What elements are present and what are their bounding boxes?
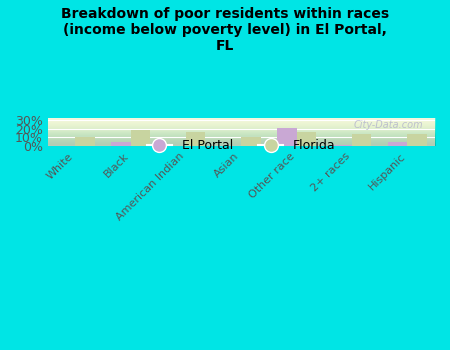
Bar <box>277 128 297 146</box>
Bar <box>76 138 95 146</box>
Bar <box>297 132 316 146</box>
Bar <box>333 145 352 146</box>
Text: Breakdown of poor residents within races
(income below poverty level) in El Port: Breakdown of poor residents within races… <box>61 7 389 54</box>
Bar <box>407 134 427 146</box>
Bar <box>241 138 261 146</box>
Legend: El Portal, Florida: El Portal, Florida <box>142 134 341 157</box>
Bar <box>111 142 130 146</box>
Bar <box>186 132 205 146</box>
Text: City-Data.com: City-Data.com <box>354 120 423 130</box>
Bar <box>352 134 371 146</box>
Bar <box>130 130 150 146</box>
Bar <box>388 142 407 146</box>
